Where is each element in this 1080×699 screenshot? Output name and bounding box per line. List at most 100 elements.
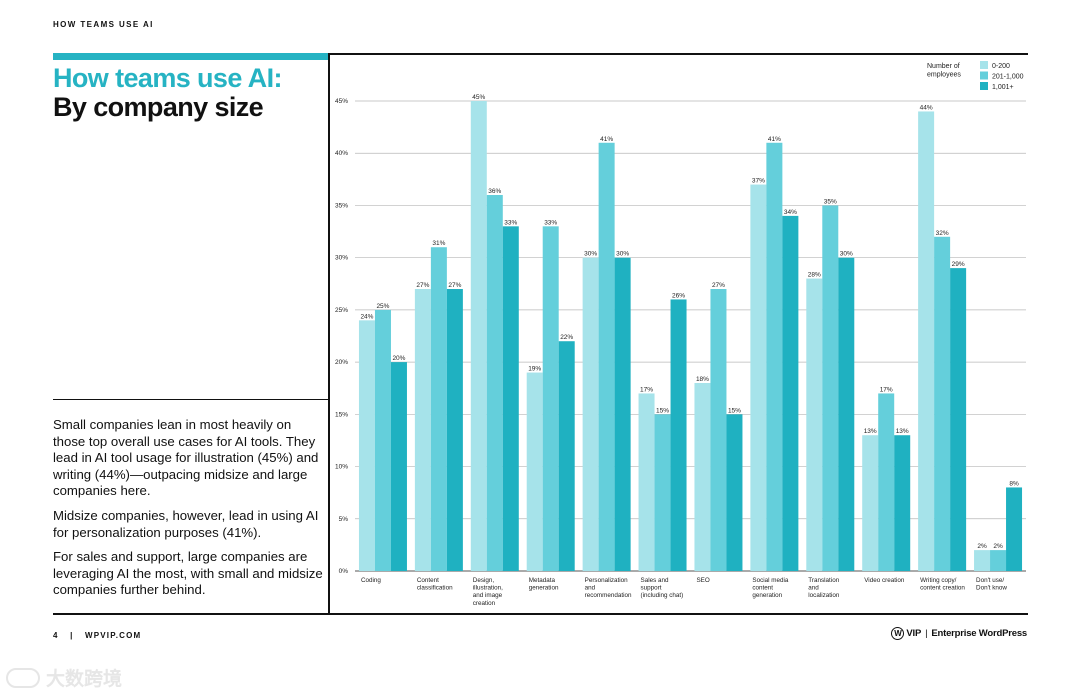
brand-name: Enterprise WordPress	[931, 628, 1027, 639]
bar-chart: 0%5%10%15%20%25%30%35%40%45%24%25%20%Cod…	[335, 61, 1026, 607]
x-category-label-line: creation	[473, 600, 496, 607]
bar	[950, 268, 967, 571]
y-tick-label: 10%	[335, 464, 348, 471]
x-category-label-line: content creation	[920, 585, 965, 592]
x-category-label-line: Coding	[361, 577, 381, 584]
y-tick-label: 15%	[335, 411, 348, 418]
data-label: 19%	[528, 366, 541, 373]
legend-entry: 0-200	[992, 63, 1010, 70]
x-category-label-line: generation	[752, 592, 782, 599]
data-label: 31%	[432, 240, 445, 247]
bar	[638, 393, 655, 571]
bar	[502, 226, 519, 572]
bar	[430, 247, 447, 571]
bar	[374, 309, 391, 571]
x-category-label-line: content	[752, 585, 773, 592]
footer-divider: |	[70, 631, 74, 640]
bar	[558, 341, 575, 571]
data-label: 45%	[472, 94, 485, 101]
bar	[582, 257, 599, 571]
accent-rule	[53, 53, 328, 60]
data-label: 36%	[488, 188, 501, 195]
x-category-label-line: generation	[529, 585, 559, 592]
x-category-label: Writing copy/content creation	[920, 577, 965, 592]
data-label: 44%	[920, 104, 933, 111]
x-category-label: Social media content generation	[752, 577, 789, 599]
x-category-label-line: Don't use/	[976, 577, 1004, 584]
x-category-label-line: Writing copy/	[920, 577, 957, 584]
bar	[598, 142, 615, 571]
x-category-label-line: SEO	[696, 577, 709, 584]
x-category-label-line: and image	[473, 592, 503, 599]
data-label: 30%	[840, 251, 853, 258]
page-title: How teams use AI: By company size	[53, 64, 282, 122]
bar	[822, 205, 839, 571]
data-label: 33%	[544, 219, 557, 226]
y-tick-label: 30%	[335, 255, 348, 262]
legend-entry: 201-1,000	[992, 74, 1024, 81]
data-label: 34%	[784, 209, 797, 216]
x-category-label: Sales and support (including chat)	[641, 577, 684, 599]
data-label: 27%	[712, 282, 725, 289]
bottom-rule	[53, 613, 1028, 615]
bar	[974, 550, 991, 571]
data-label: 17%	[880, 386, 893, 393]
bar	[614, 257, 631, 571]
brand-vip: VIP	[906, 628, 922, 639]
bar	[414, 289, 431, 571]
page-title-main: By company size	[53, 92, 264, 122]
footer-left: 4 | WPVIP.COM	[53, 631, 149, 640]
data-label: 37%	[752, 178, 765, 185]
x-category-label-line: Social media	[752, 577, 789, 584]
x-category-label: Coding	[361, 577, 381, 584]
page-number: 4	[53, 631, 59, 640]
column-divider	[328, 53, 330, 614]
data-label: 24%	[360, 313, 373, 320]
bar	[726, 414, 743, 571]
text-divider	[53, 399, 328, 400]
data-label: 30%	[616, 251, 629, 258]
data-label: 13%	[864, 428, 877, 435]
brand-separator: |	[925, 628, 928, 639]
bar	[862, 435, 879, 571]
data-label: 20%	[392, 355, 405, 362]
x-category-label-line: Don't know	[976, 585, 1007, 592]
x-category-label-line: Translation	[808, 577, 839, 584]
bar	[838, 257, 855, 571]
top-rule	[328, 53, 1028, 55]
data-label: 35%	[824, 198, 837, 205]
legend-title-line: employees	[927, 72, 961, 79]
body-text: Small companies lean in most heavily on …	[53, 417, 325, 607]
bar	[782, 215, 799, 571]
data-label: 41%	[600, 136, 613, 143]
data-label: 30%	[584, 251, 597, 258]
x-category-label-line: illustration,	[473, 585, 503, 592]
legend-swatch	[980, 71, 988, 80]
x-category-label-line: (including chat)	[641, 592, 684, 599]
data-label: 15%	[728, 407, 741, 414]
y-tick-label: 0%	[339, 568, 349, 575]
data-label: 13%	[896, 428, 909, 435]
x-category-label-line: Design,	[473, 577, 495, 584]
data-label: 28%	[808, 272, 821, 279]
watermark-text: 大数跨境	[46, 669, 123, 690]
x-category-label-line: localization	[808, 592, 840, 599]
bar	[694, 383, 711, 571]
x-category-label-line: recommendation	[585, 592, 632, 599]
page-title-accent: How teams use AI:	[53, 63, 282, 93]
watermark-logo-icon	[6, 667, 40, 688]
x-category-label-line: classification	[417, 585, 453, 592]
y-tick-label: 35%	[335, 202, 348, 209]
bar	[894, 435, 911, 571]
footer-site-link[interactable]: WPVIP.COM	[84, 631, 142, 640]
bar	[470, 101, 487, 571]
bar	[446, 289, 463, 571]
data-label: 41%	[768, 136, 781, 143]
x-category-label: Don't use/Don't know	[976, 577, 1007, 592]
wordpress-logo-icon: W	[891, 627, 905, 640]
data-label: 27%	[448, 282, 461, 289]
y-tick-label: 20%	[335, 359, 348, 366]
bar	[766, 142, 783, 571]
data-label: 8%	[1009, 480, 1019, 487]
legend-title: Number of employees	[927, 63, 961, 79]
